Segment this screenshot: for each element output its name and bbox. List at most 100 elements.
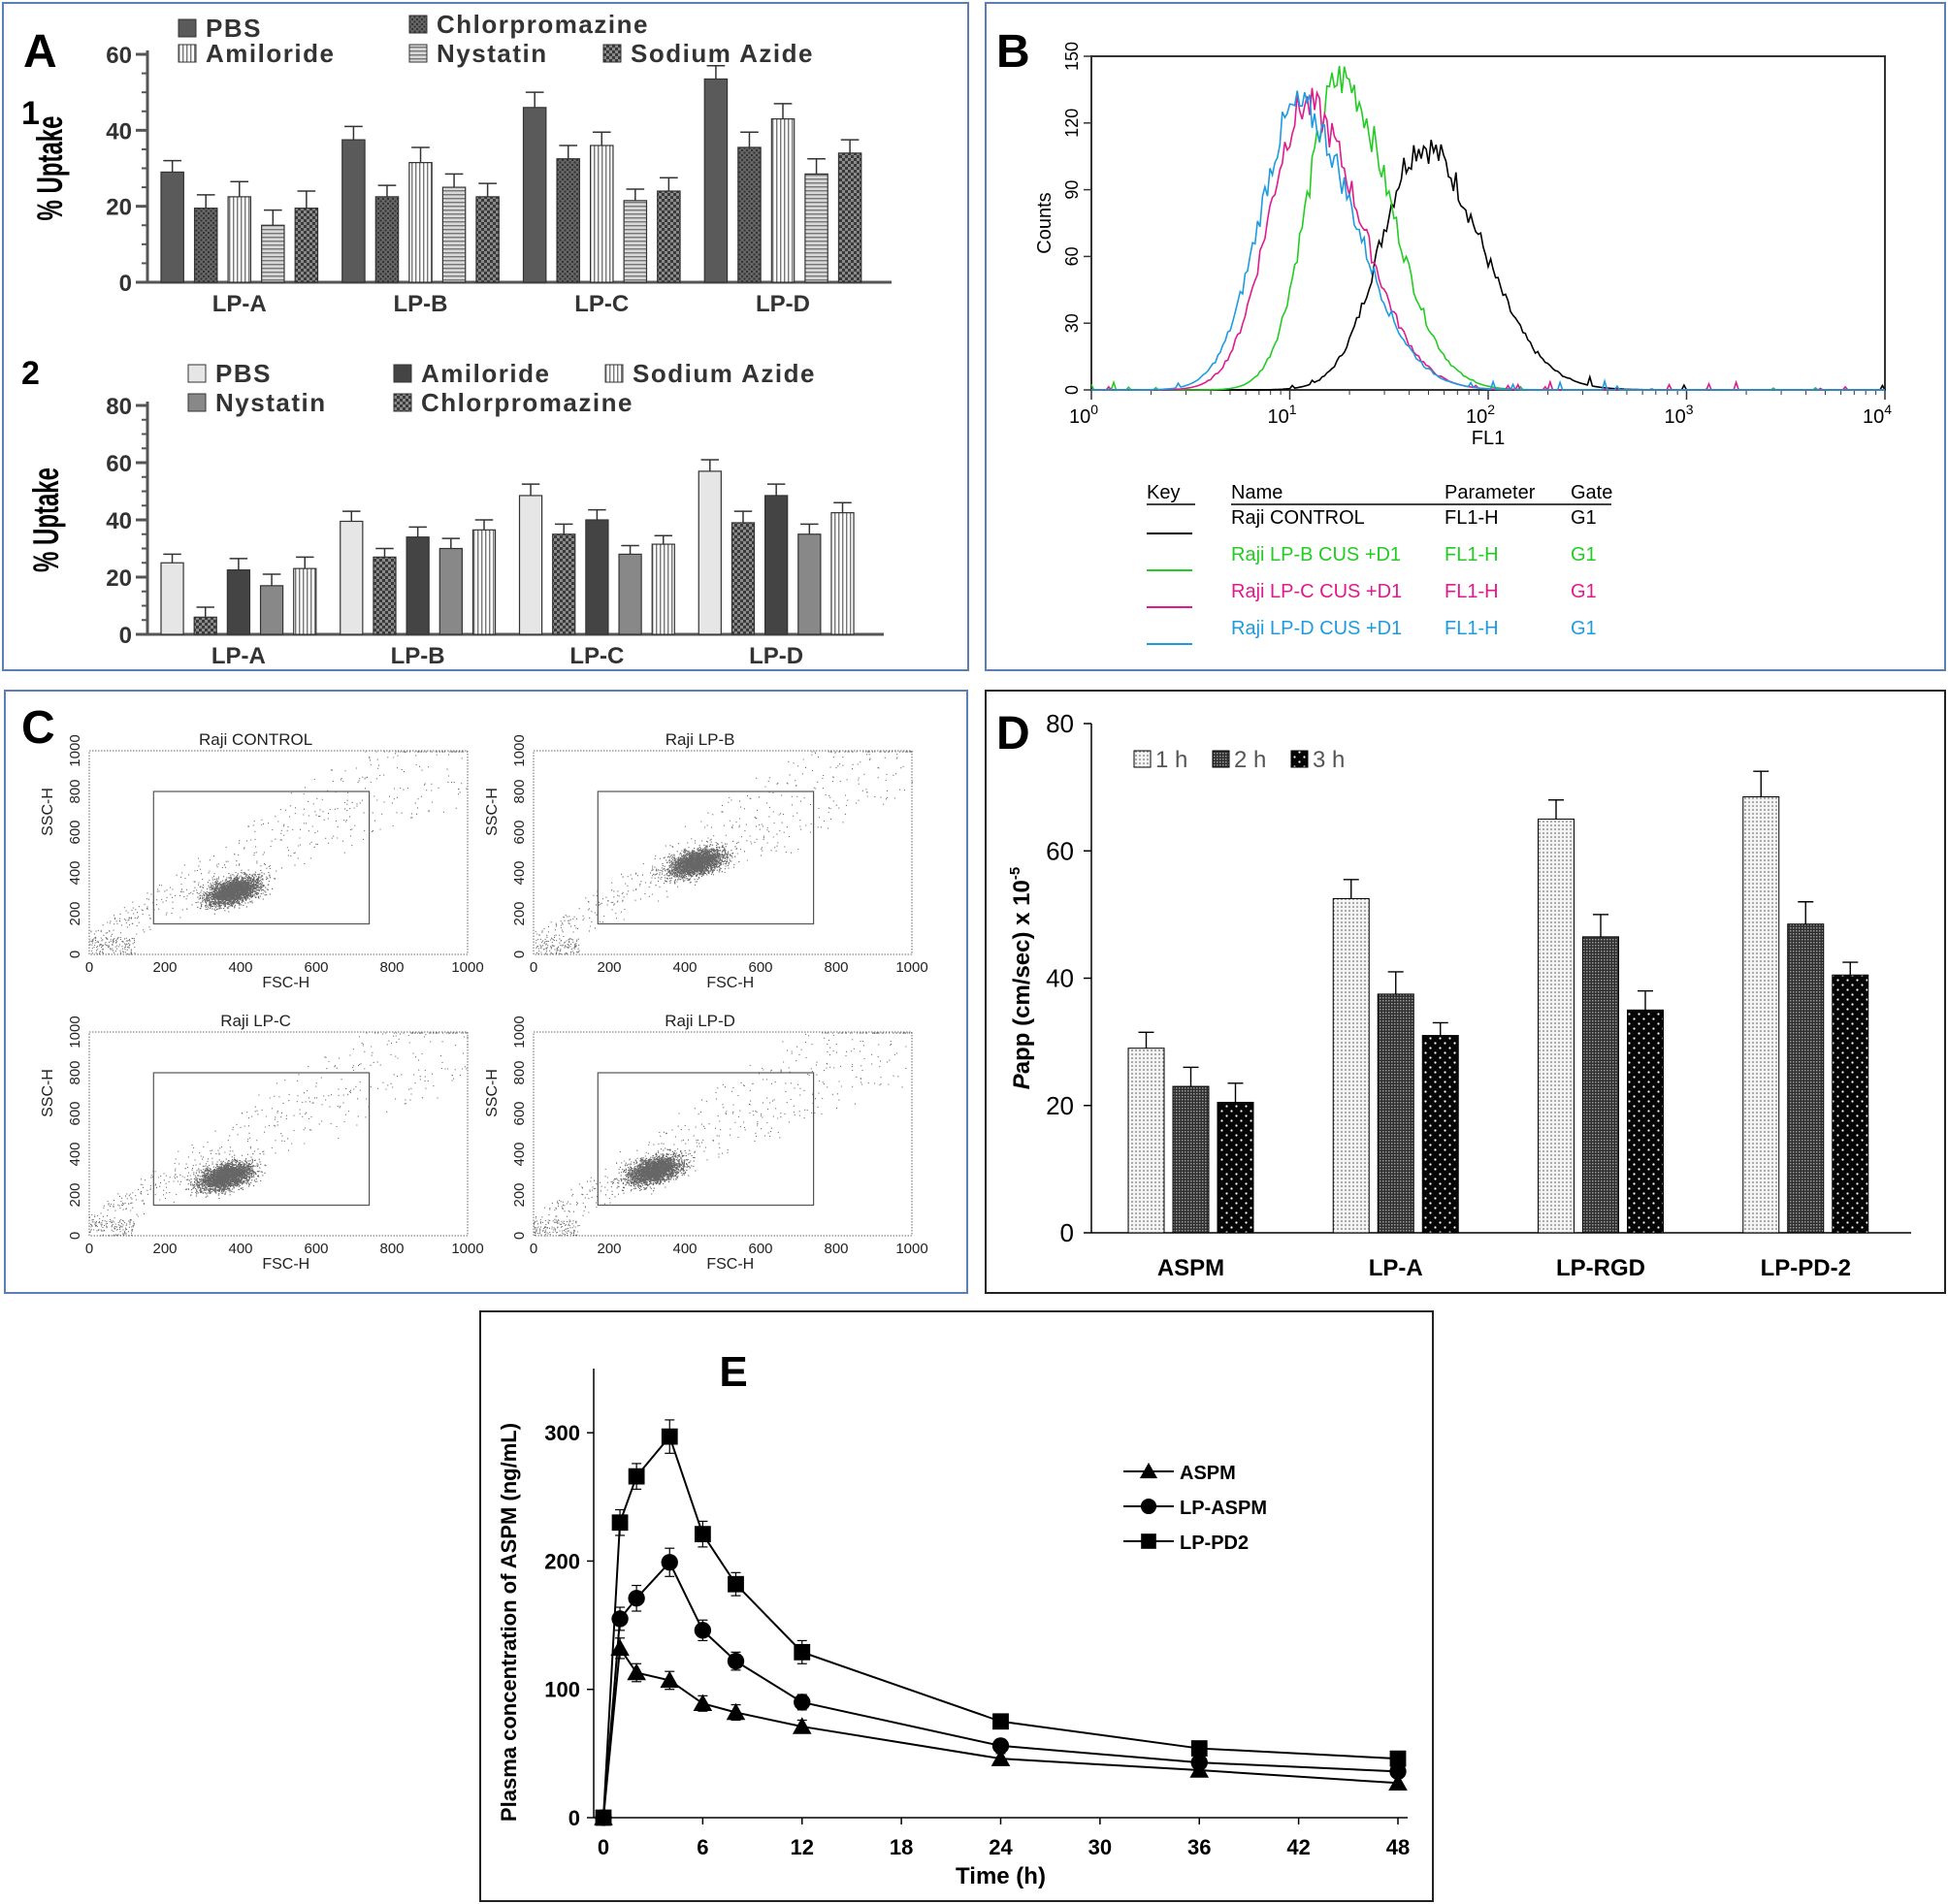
- y-tick-label: 300: [544, 1421, 580, 1445]
- legend-swatch: [178, 44, 197, 63]
- x-tick-label: 30: [1088, 1835, 1112, 1859]
- key-gate: G1: [1571, 618, 1597, 639]
- bar: [804, 173, 828, 283]
- x-tick-label: 36: [1187, 1835, 1211, 1859]
- legend-label: Sodium Azide: [631, 39, 814, 68]
- y-tick-label: 800: [67, 779, 83, 803]
- y-tick-label: 1000: [67, 1016, 83, 1048]
- histogram-curve: [1091, 87, 1885, 392]
- legend-label: Sodium Azide: [633, 359, 816, 388]
- bar: [1217, 1101, 1254, 1234]
- x-tick-label: 1000: [895, 959, 927, 976]
- x-axis-label: FSC-H: [262, 1256, 309, 1273]
- legend-label: Amiloride: [206, 39, 335, 68]
- key-gate: G1: [1571, 581, 1597, 602]
- bar: [374, 196, 400, 283]
- y-tick-label: 800: [67, 1060, 83, 1084]
- y-tick-label: 400: [511, 1142, 528, 1166]
- category-label: LP-D: [756, 291, 810, 317]
- panel-c: C Raji CONTROL 0 0 200 200 400 400 600 600 800 800…: [4, 690, 968, 1294]
- key-header-gate: Gate: [1571, 482, 1612, 503]
- legend-swatch: [393, 364, 412, 383]
- key-name: Raji LP-B CUS +D1: [1231, 544, 1401, 565]
- bar: [227, 196, 252, 283]
- y-tick-label: 80: [1046, 709, 1074, 738]
- x-tick-label: 400: [672, 1241, 697, 1257]
- data-point: [992, 1713, 1009, 1730]
- data-point: [794, 1643, 811, 1661]
- key-parameter: FL1-H: [1445, 507, 1499, 529]
- x-tick-label: 200: [597, 1241, 621, 1257]
- series-line: [602, 1435, 1399, 1819]
- category-label: LP-B: [391, 643, 445, 669]
- legend-label: PBS: [206, 14, 262, 43]
- panel-label-e: E: [719, 1348, 747, 1396]
- x-tick-label: 103: [1664, 402, 1693, 428]
- data-point: [661, 1554, 678, 1571]
- scatter-frame: [88, 750, 469, 955]
- bar: [160, 562, 184, 635]
- scatter-title: Raji LP-D: [665, 1012, 735, 1030]
- category-label: LP-A: [212, 291, 267, 317]
- key-name: Raji CONTROL: [1231, 507, 1365, 529]
- y-tick-label: 20: [1046, 1091, 1074, 1120]
- panel-b: B 0 30 60 90 120 150 Counts 100 101 102 103 104 FL1 K…: [985, 2, 1946, 671]
- y-tick-label: 200: [544, 1549, 580, 1573]
- data-point: [794, 1694, 811, 1711]
- gate-rectangle: [152, 791, 371, 925]
- y-tick-label: 40: [106, 508, 132, 534]
- chart-e-line: E 0 100 200 300 0 6 12 18 24 30 36 42 48 Time (h) Plasm…: [497, 1348, 1410, 1889]
- y-tick-label: 40: [106, 118, 132, 145]
- bar: [1832, 974, 1869, 1234]
- bar: [618, 553, 642, 635]
- x-tick-label: 600: [304, 1241, 328, 1257]
- y-tick-label: 0: [511, 1232, 528, 1240]
- key-header-parameter: Parameter: [1445, 482, 1536, 503]
- legend-swatch: [408, 44, 428, 63]
- key-parameter: FL1-H: [1445, 618, 1499, 639]
- y-axis-label: Papp (cm/sec) x 10-5: [1007, 867, 1035, 1089]
- legend-swatch: [1133, 750, 1152, 768]
- y-tick-label: 20: [106, 565, 132, 592]
- bar: [830, 512, 855, 635]
- panel-label-a: A: [23, 26, 57, 78]
- data-point: [1141, 1533, 1156, 1549]
- data-point: [990, 1749, 1011, 1766]
- bar: [730, 522, 756, 635]
- legend-label: 2 h: [1234, 747, 1266, 773]
- bar: [797, 533, 822, 635]
- bar: [406, 536, 430, 635]
- y-tick-label: 100: [544, 1678, 580, 1702]
- bar: [1332, 897, 1370, 1234]
- x-tick-label: 600: [304, 959, 328, 976]
- y-axis-label: SSC-H: [40, 1069, 56, 1117]
- bar: [1538, 818, 1575, 1234]
- scatter-frame: [533, 1031, 913, 1237]
- bar: [441, 186, 467, 283]
- y-tick-label: 200: [511, 1182, 528, 1207]
- scatter-frame: [533, 750, 913, 955]
- legend-label: Nystatin: [215, 388, 327, 417]
- x-tick-label: 800: [379, 1241, 404, 1257]
- x-tick-label: 104: [1863, 402, 1892, 428]
- y-tick-label: 1000: [511, 734, 528, 766]
- x-tick-label: 18: [890, 1835, 913, 1859]
- category-label: ASPM: [1157, 1255, 1224, 1281]
- x-axis-label: FSC-H: [262, 975, 309, 991]
- bar: [259, 585, 284, 635]
- y-tick-label: 600: [67, 820, 83, 844]
- x-tick-label: 600: [748, 959, 772, 976]
- legend-label: 1 h: [1155, 747, 1187, 773]
- x-tick-label: 0: [530, 1241, 537, 1257]
- y-tick-label: 60: [106, 43, 132, 69]
- key-gate: G1: [1571, 544, 1597, 565]
- category-label: LP-A: [211, 643, 266, 669]
- x-axis-label: FSC-H: [706, 1256, 754, 1273]
- legend-label: PBS: [215, 359, 272, 388]
- scatter-title: Raji CONTROL: [199, 730, 312, 749]
- bar: [1582, 936, 1619, 1234]
- gate-rectangle: [152, 1072, 371, 1207]
- scatter-title: Raji LP-C: [220, 1012, 291, 1030]
- bar: [837, 152, 862, 283]
- x-axis-label: FL1: [1472, 428, 1505, 449]
